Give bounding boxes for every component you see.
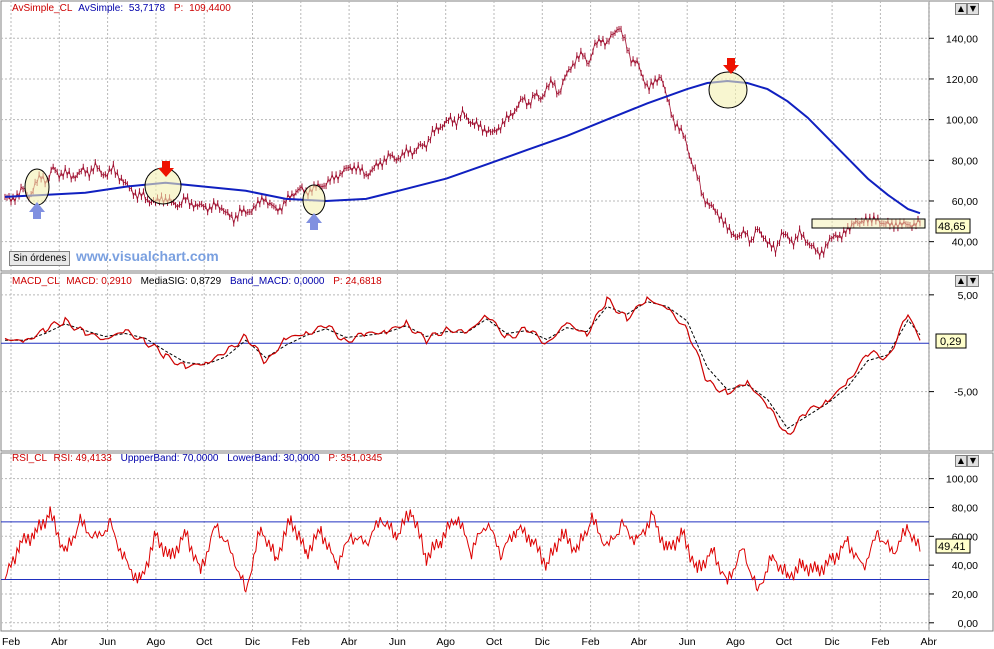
- macd-last-value: 0,29: [935, 333, 967, 349]
- y-tick-label: 80,00: [952, 502, 978, 514]
- y-tick-label: 80,00: [952, 155, 978, 167]
- axis-ticks: 40,00 60,00 80,00 100,00 120,00 140,00 5,00 -5,…: [929, 33, 978, 630]
- highlight-circle: [302, 184, 326, 216]
- y-tick-label: -5,00: [954, 387, 978, 399]
- y-tick-label: 120,00: [946, 74, 978, 86]
- x-axis-label: Jun: [679, 636, 696, 648]
- macd-header-band: Band_MACD: 0,0000: [230, 276, 325, 287]
- arrow-down-icon: [158, 161, 174, 177]
- macd-line: [4, 296, 921, 435]
- x-axis-label: Ago: [726, 636, 745, 648]
- macd-header-p: P: 24,6818: [333, 276, 382, 287]
- y-tick-label: 0,00: [958, 618, 979, 630]
- rsi-panel[interactable]: [0, 452, 930, 632]
- rsi-line: [4, 506, 921, 593]
- x-axis-label: Jun: [389, 636, 406, 648]
- macd-header: MACD_CL MACD: 0,2910 MediaSIG: 0,8729 Ba…: [12, 276, 382, 287]
- rsi-header-p: P: 351,0345: [328, 453, 382, 464]
- rsi-header-name: RSI_CL: [12, 453, 47, 464]
- rsi-last-value-text: 49,41: [938, 541, 966, 553]
- x-axis-label: Oct: [776, 636, 792, 648]
- rsi-header-rsi: RSI: 49,4133: [53, 453, 112, 464]
- arrow-up-icon: [306, 213, 322, 230]
- rsi-header: RSI_CL RSI: 49,4133 UppperBand: 70,0000 …: [12, 453, 383, 464]
- rsi-scroll-up-button[interactable]: ▲: [955, 455, 967, 467]
- orders-button[interactable]: Sin órdenes: [9, 251, 71, 266]
- x-axis-label: Abr: [51, 636, 68, 648]
- x-axis-label: Abr: [341, 636, 358, 648]
- y-tick-label: 100,00: [946, 115, 978, 127]
- macd-header-macd: MACD: 0,2910: [66, 276, 132, 287]
- x-axis-label: Ago: [147, 636, 166, 648]
- x-axis-label: Feb: [582, 636, 600, 648]
- arrow-down-icon: [723, 58, 739, 74]
- x-axis-label: Feb: [871, 636, 889, 648]
- x-axis-label: Feb: [2, 636, 20, 648]
- price-header-name: AvSimple_CL: [12, 3, 73, 14]
- macd-plot: [1, 296, 929, 435]
- y-tick-label: 140,00: [946, 33, 978, 45]
- macd-scale: [928, 272, 994, 452]
- x-axis-label: Oct: [486, 636, 502, 648]
- x-axis-label: Oct: [196, 636, 212, 648]
- macd-last-value-text: 0,29: [940, 336, 961, 348]
- x-axis-label: Dic: [245, 636, 260, 648]
- rsi-header-upper: UppperBand: 70,0000: [121, 453, 219, 464]
- x-axis-label: Jun: [99, 636, 116, 648]
- macd-scroll-down-button[interactable]: ▼: [967, 275, 979, 287]
- x-axis-label: Feb: [292, 636, 310, 648]
- y-tick-label: 40,00: [952, 237, 978, 249]
- price-header: AvSimple_CL AvSimple: 53,7178 P: 109,440…: [12, 3, 231, 14]
- price-header-label: AvSimple:: [78, 3, 123, 14]
- price-plot: [4, 25, 921, 260]
- x-axis-label: Abr: [921, 636, 938, 648]
- y-tick-label: 100,00: [946, 474, 978, 486]
- x-axis: Feb Abr Jun Ago Oct Dic Feb Abr Jun Ago Oct Dic Feb A…: [2, 636, 937, 648]
- price-last-value: 48,65: [935, 218, 971, 234]
- price-scroll-up-button[interactable]: ▲: [955, 3, 967, 15]
- price-panel[interactable]: [0, 0, 930, 272]
- y-tick-label: 60,00: [952, 196, 978, 208]
- grid: [1, 1, 930, 631]
- macd-header-name: MACD_CL: [12, 276, 60, 287]
- x-axis-label: Ago: [436, 636, 455, 648]
- y-tick-label: 5,00: [958, 290, 979, 302]
- macd-scroll-up-button[interactable]: ▲: [955, 275, 967, 287]
- rsi-last-value: 49,41: [935, 538, 971, 554]
- y-tick-label: 20,00: [952, 589, 978, 601]
- rsi-plot: [1, 506, 929, 593]
- price-header-p-label: P:: [174, 3, 183, 14]
- watermark: www.visualchart.com: [76, 248, 219, 264]
- rsi-scroll-down-button[interactable]: ▼: [967, 455, 979, 467]
- price-header-p-value: 109,4400: [189, 3, 231, 14]
- annotations: [24, 58, 926, 230]
- highlight-box: [811, 218, 926, 229]
- y-tick-label: 40,00: [952, 560, 978, 572]
- moving-average-line: [4, 79, 921, 215]
- price-header-value: 53,7178: [129, 3, 166, 14]
- x-axis-label: Abr: [631, 636, 648, 648]
- highlight-circle: [708, 71, 748, 109]
- price-last-value-text: 48,65: [938, 221, 966, 233]
- x-axis-label: Dic: [825, 636, 840, 648]
- arrow-up-icon: [29, 202, 45, 219]
- price-scroll-down-button[interactable]: ▼: [967, 3, 979, 15]
- macd-panel[interactable]: [0, 272, 930, 452]
- rsi-header-lower: LowerBand: 30,0000: [227, 453, 320, 464]
- macd-header-signal: MediaSIG: 0,8729: [141, 276, 222, 287]
- x-axis-label: Dic: [535, 636, 550, 648]
- highlight-circle: [24, 168, 50, 206]
